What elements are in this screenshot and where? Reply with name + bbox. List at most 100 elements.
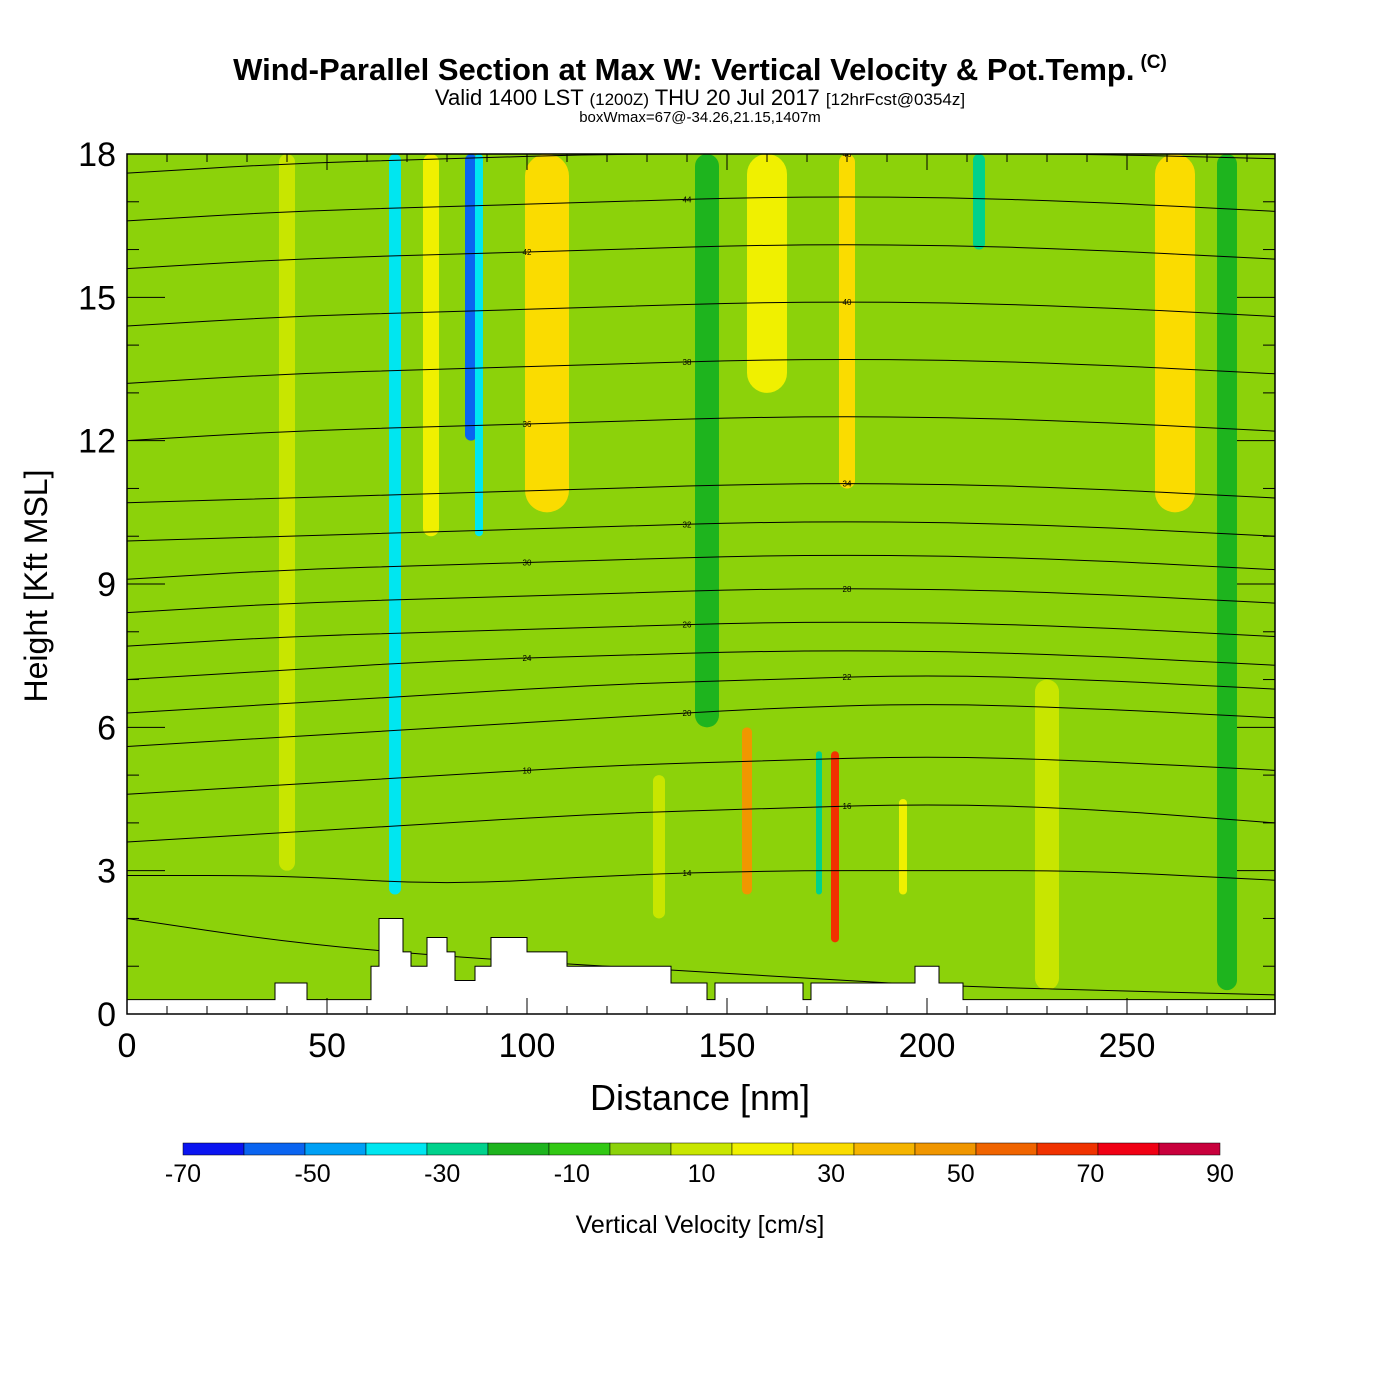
x-axis: 0 50 100 150 200 250 xyxy=(118,154,1248,1065)
colorbar-swatch xyxy=(182,1142,245,1156)
colorbar-swatch xyxy=(670,1142,733,1156)
colorbar-swatch xyxy=(975,1142,1038,1156)
theta-contour xyxy=(127,588,1275,614)
theta-contour-label: 38 xyxy=(683,358,692,367)
theta-contour-label: 26 xyxy=(683,621,692,630)
theta-contour-label: 18 xyxy=(523,766,532,775)
colorbar-swatch xyxy=(304,1142,367,1156)
theta-contour xyxy=(127,870,1275,884)
colorbar-tick-label: -30 xyxy=(424,1160,460,1188)
theta-contour-label: 14 xyxy=(683,869,692,878)
w-feature xyxy=(839,154,855,489)
colorbar-swatch xyxy=(731,1142,794,1156)
theta-contour-label: 16 xyxy=(843,802,852,811)
x-axis-label: Distance [nm] xyxy=(590,1077,810,1118)
colorbar-swatch xyxy=(426,1142,489,1156)
x-tick-label: 150 xyxy=(699,1027,756,1065)
theta-contour-label: 36 xyxy=(523,420,532,429)
theta-contour-label: 22 xyxy=(843,673,852,682)
colorbar-tick-label: 30 xyxy=(817,1160,845,1188)
theta-contour xyxy=(127,521,1275,542)
colorbar-swatch xyxy=(548,1142,611,1156)
copyright-mark: (C) xyxy=(1140,52,1167,73)
theta-contour-label: 32 xyxy=(683,520,692,529)
colorbar-swatch xyxy=(609,1142,672,1156)
theta-contour xyxy=(127,358,1275,384)
y-tick-label: 18 xyxy=(78,136,116,174)
colorbar-tick-label: 70 xyxy=(1076,1160,1104,1188)
theta-contour xyxy=(127,244,1275,270)
colorbar-swatch xyxy=(853,1142,916,1156)
chart-subtitle: Valid 1400 LST (1200Z) THU 20 Jul 2017 [… xyxy=(434,85,966,110)
w-feature xyxy=(742,727,752,895)
theta-contour-label: 42 xyxy=(523,248,532,257)
theta-contour-label: 34 xyxy=(843,480,852,489)
w-feature xyxy=(423,154,439,537)
colorbar-tick-label: 90 xyxy=(1206,1160,1234,1188)
colorbar-label: Vertical Velocity [cm/s] xyxy=(576,1211,825,1239)
colorbar: -70 -50 -30 -10 10 30 50 70 90 xyxy=(165,1142,1234,1188)
theta-contour-label: 24 xyxy=(523,654,532,663)
potential-temperature-contours: 141416182022242628303234363840424446 xyxy=(127,154,1275,996)
w-feature xyxy=(899,799,907,895)
colorbar-swatch xyxy=(792,1142,855,1156)
w-feature xyxy=(747,154,787,393)
x-tick-label: 200 xyxy=(899,1027,956,1065)
w-feature xyxy=(1217,154,1237,991)
colorbar-tick-label: -50 xyxy=(295,1160,331,1188)
w-feature xyxy=(831,751,839,943)
colorbar-swatch xyxy=(1036,1142,1099,1156)
x-tick-label: 100 xyxy=(499,1027,556,1065)
theta-contour xyxy=(127,650,1275,681)
x-tick-label: 250 xyxy=(1099,1027,1156,1065)
w-feature xyxy=(475,154,483,537)
w-feature xyxy=(1155,154,1195,513)
y-tick-label: 3 xyxy=(97,853,116,891)
theta-contour-label: 28 xyxy=(843,585,852,594)
theta-contour xyxy=(127,804,1275,843)
theta-contour xyxy=(127,196,1275,222)
vertical-velocity-field xyxy=(127,154,1275,1014)
theta-contour xyxy=(127,301,1275,327)
w-feature xyxy=(465,154,477,441)
theta-contour xyxy=(127,675,1275,714)
chart-title: Wind-Parallel Section at Max W: Vertical… xyxy=(233,52,1167,87)
y-tick-label: 0 xyxy=(97,996,116,1034)
w-feature xyxy=(1035,679,1059,991)
w-feature xyxy=(816,751,822,895)
theta-contour xyxy=(127,621,1275,647)
theta-contour xyxy=(127,554,1275,580)
colorbar-swatch xyxy=(487,1142,550,1156)
w-feature xyxy=(525,154,569,513)
theta-contour xyxy=(127,416,1275,442)
colorbar-swatch xyxy=(1158,1142,1221,1156)
theta-contour-label: 20 xyxy=(683,709,692,718)
y-tick-label: 6 xyxy=(97,709,116,747)
w-feature xyxy=(279,154,295,871)
y-axis-label: Height [Kft MSL] xyxy=(18,470,54,703)
y-tick-label: 9 xyxy=(97,566,116,604)
w-feature xyxy=(653,775,665,919)
terrain-mask xyxy=(127,917,1275,1014)
y-tick-label: 12 xyxy=(78,423,116,461)
w-feature xyxy=(389,154,401,895)
boxwmax-note: boxWmax=67@-34.26,21.15,1407m xyxy=(579,109,821,126)
theta-contour-label: 44 xyxy=(683,195,692,204)
colorbar-swatch xyxy=(365,1142,428,1156)
colorbar-tick-label: 50 xyxy=(947,1160,975,1188)
x-tick-label: 0 xyxy=(118,1027,137,1065)
colorbar-tick-label: 10 xyxy=(688,1160,716,1188)
theta-contour xyxy=(127,483,1275,504)
theta-contour-label: 30 xyxy=(523,559,532,568)
x-tick-label: 50 xyxy=(308,1027,346,1065)
w-feature xyxy=(973,154,985,250)
w-feature xyxy=(695,154,719,728)
colorbar-tick-label: -10 xyxy=(554,1160,590,1188)
theta-contour xyxy=(127,704,1275,747)
colorbar-swatch xyxy=(243,1142,306,1156)
colorbar-tick-label: -70 xyxy=(165,1160,201,1188)
theta-contour-label: 40 xyxy=(843,298,852,307)
colorbar-swatch xyxy=(1097,1142,1160,1156)
